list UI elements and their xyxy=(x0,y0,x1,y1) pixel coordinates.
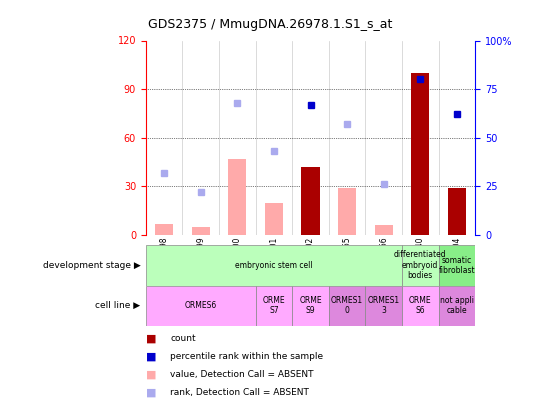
Bar xyxy=(146,245,402,286)
Text: count: count xyxy=(170,334,195,343)
Text: percentile rank within the sample: percentile rank within the sample xyxy=(170,352,323,361)
Text: not appli
cable: not appli cable xyxy=(440,296,474,315)
Text: embryonic stem cell: embryonic stem cell xyxy=(235,261,313,270)
Bar xyxy=(366,286,402,326)
Text: value, Detection Call = ABSENT: value, Detection Call = ABSENT xyxy=(170,370,314,379)
Bar xyxy=(265,202,283,235)
Text: somatic
fibroblast: somatic fibroblast xyxy=(438,256,475,275)
Bar xyxy=(146,286,255,326)
Text: ORME
S9: ORME S9 xyxy=(299,296,322,315)
Bar xyxy=(411,73,429,235)
Text: ■: ■ xyxy=(146,370,156,379)
Bar xyxy=(438,245,475,286)
Bar xyxy=(338,188,356,235)
Text: ORME
S7: ORME S7 xyxy=(262,296,285,315)
Text: differentiated
embryoid
bodies: differentiated embryoid bodies xyxy=(394,250,447,280)
Text: ORMES6: ORMES6 xyxy=(185,301,217,310)
Text: ORMES1
3: ORMES1 3 xyxy=(368,296,400,315)
Text: cell line ▶: cell line ▶ xyxy=(95,301,140,310)
Bar xyxy=(228,159,246,235)
Text: ■: ■ xyxy=(146,388,156,398)
Text: ■: ■ xyxy=(146,333,156,343)
Text: rank, Detection Call = ABSENT: rank, Detection Call = ABSENT xyxy=(170,388,309,397)
Bar xyxy=(402,286,438,326)
Bar xyxy=(155,224,173,235)
Bar xyxy=(292,286,329,326)
Text: ■: ■ xyxy=(146,352,156,361)
Bar xyxy=(448,188,466,235)
Text: development stage ▶: development stage ▶ xyxy=(43,261,140,270)
Text: ORME
S6: ORME S6 xyxy=(409,296,431,315)
Text: ORMES1
0: ORMES1 0 xyxy=(331,296,363,315)
Bar xyxy=(375,225,393,235)
Bar xyxy=(255,286,292,326)
Bar xyxy=(438,286,475,326)
Bar xyxy=(192,227,210,235)
Bar xyxy=(301,167,320,235)
Bar xyxy=(402,245,438,286)
Bar xyxy=(329,286,366,326)
Text: GDS2375 / MmugDNA.26978.1.S1_s_at: GDS2375 / MmugDNA.26978.1.S1_s_at xyxy=(148,18,392,31)
